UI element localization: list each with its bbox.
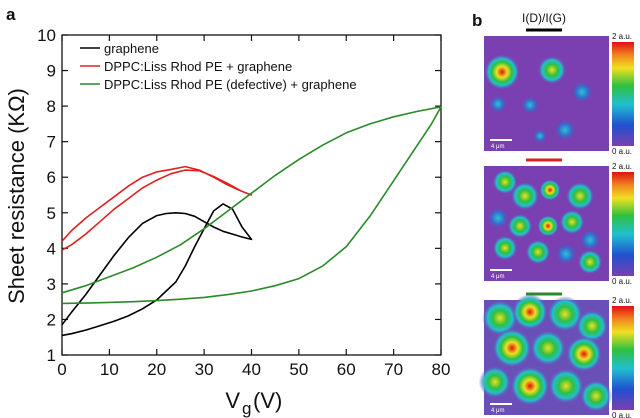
map-spot [487,207,509,229]
series-lines [61,106,442,337]
y-tick-label: 4 [47,239,56,258]
map-panel-1: 4 μm 2 a.u. 0 a.u. [484,28,634,156]
x-tick-label: 60 [337,360,356,379]
x-axis-unit: (V) [253,388,282,413]
map-spot [525,239,551,265]
map-spot [507,213,533,239]
map-spot [521,96,539,114]
map-spot [532,128,548,144]
colorbar-bottom-label-1: 0 a.u. [612,147,632,156]
colorbar-1 [612,42,634,146]
map-spot [571,81,593,103]
scale-bar-label-3: 4 μm [491,408,504,414]
plot-axes [61,34,442,356]
colorbar-2 [612,172,634,276]
map-spot [547,296,583,332]
map-panel-3: 4 μm 2 a.u. 0 a.u. [478,292,634,418]
raman-maps: 4 μm 2 a.u. 0 a.u. 4 μm 2 a.u. 0 a.u. 4 μm 2 a.… [478,28,634,418]
map-spot [539,179,561,201]
legend-entry-1: graphene [104,41,159,56]
x-tick-label: 30 [195,360,214,379]
map-spot [530,330,566,366]
y-axis-title: Sheet resistance (KΩ) [4,88,29,304]
legend-entry-2: DPPC:Liss Rhod PE + graphene [104,59,292,74]
map-spot [577,249,603,275]
y-tick-label: 2 [47,310,56,329]
legend: graphene DPPC:Liss Rhod PE + graphene DPPC… [80,41,357,92]
colorbar-bottom-label-2: 0 a.u. [612,277,632,286]
x-tick-label: 50 [289,360,308,379]
map-spot [565,181,595,211]
x-tick-label: 40 [242,360,261,379]
colorbar-top-label-2: 2 a.u. [612,162,632,171]
panel-a-label: a [6,5,16,24]
map-spot [559,209,585,235]
panel-b-label: b [472,11,482,30]
map-spot [575,309,609,343]
colorbar-3 [612,306,634,410]
y-tick-label: 7 [47,133,56,152]
map-spot [510,181,540,211]
map-spot [478,365,512,399]
y-axis-label: Sheet resistance (KΩ) [4,88,29,304]
map-spot [512,294,548,330]
x-tick-label: 20 [147,360,166,379]
y-tick-label: 9 [47,62,56,81]
colorbar-top-label-3: 2 a.u. [612,296,632,305]
map-spot [492,235,518,261]
map-spot [566,336,602,372]
colorbar-bottom-label-3: 0 a.u. [612,411,632,418]
x-tick-label: 10 [100,360,119,379]
map-spot [492,328,532,368]
x-axis-title: V [225,388,240,413]
x-axis-label: V g (V) [225,388,282,418]
legend-entry-3: DPPC:Liss Rhod PE (defective) + graphene [104,77,357,92]
map-spot [537,215,559,237]
map-spot [482,300,518,336]
x-tick-label: 0 [57,360,66,379]
x-axis-subscript: g [242,399,251,418]
map-spot [554,119,576,141]
x-tick-label: 80 [432,360,451,379]
map-spot [492,169,518,195]
map-spot [555,243,577,265]
map-spot [579,379,613,413]
map-spot [510,366,550,406]
map-spot [548,368,584,404]
map-spot [484,54,520,90]
maps-title: I(D)/I(G) [522,11,566,25]
y-tick-label: 6 [47,168,56,187]
scale-bar-label-2: 4 μm [491,274,504,280]
series-line-1 [61,203,253,337]
map-spot [489,95,507,113]
scale-bar-label-1: 4 μm [491,144,504,150]
y-tick-label: 1 [47,346,56,365]
tick-labels: 0 10 20 30 40 50 60 70 80 1 2 3 4 5 6 7 8 9 10 [37,26,450,379]
y-tick-label: 8 [47,97,56,116]
map-panel-2: 4 μm 2 a.u. 0 a.u. [484,158,634,286]
map-spot [579,229,601,251]
colorbar-top-label-1: 2 a.u. [612,32,632,41]
y-tick-label: 3 [47,275,56,294]
y-tick-label: 10 [37,26,56,45]
x-tick-label: 70 [384,360,403,379]
series-line-3 [61,106,442,305]
series-line-2 [61,165,253,251]
y-tick-label: 5 [47,204,56,223]
map-spot [537,55,567,85]
